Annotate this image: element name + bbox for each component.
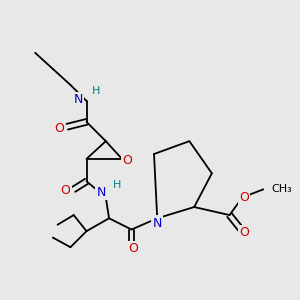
Text: N: N	[96, 186, 106, 199]
Text: O: O	[128, 242, 138, 255]
Text: H: H	[92, 86, 100, 96]
Text: N: N	[74, 93, 83, 106]
Text: O: O	[122, 154, 132, 167]
Text: O: O	[54, 122, 64, 135]
Text: H: H	[113, 179, 121, 190]
Text: O: O	[239, 191, 249, 204]
Text: O: O	[61, 184, 70, 197]
Text: CH₃: CH₃	[271, 184, 292, 194]
Text: O: O	[239, 226, 249, 239]
Text: N: N	[152, 217, 162, 230]
